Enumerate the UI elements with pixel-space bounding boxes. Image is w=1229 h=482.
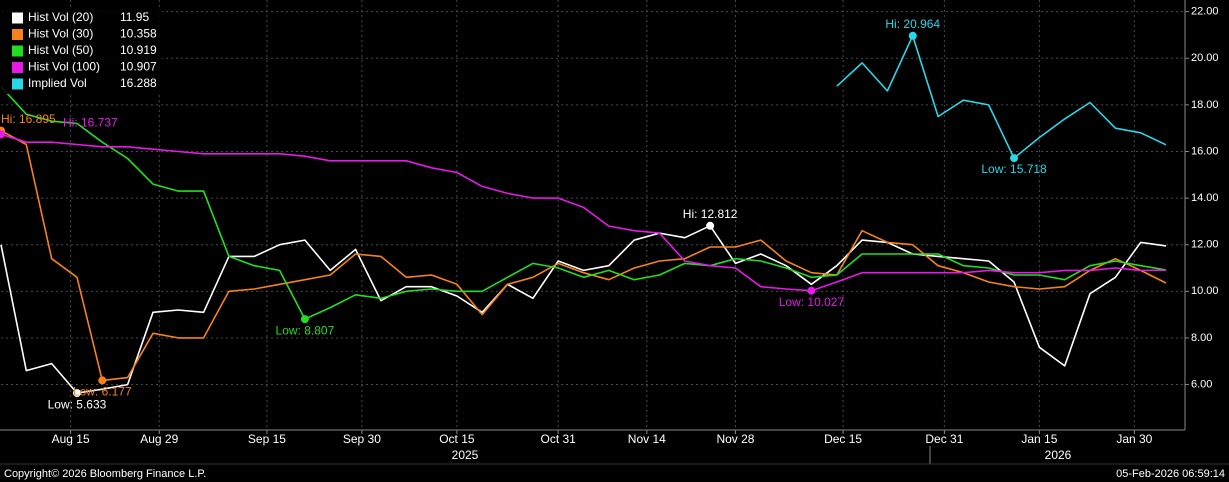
extreme-label: Hi: 16.737 bbox=[63, 115, 118, 129]
x-tick-label: Oct 31 bbox=[540, 432, 576, 446]
extreme-label: Low: 10.027 bbox=[779, 295, 845, 309]
legend-value: 11.95 bbox=[120, 10, 149, 24]
x-tick-label: Nov 14 bbox=[628, 432, 666, 446]
extreme-label: Hi: 16.895 bbox=[1, 112, 56, 126]
legend-name: Hist Vol (100) bbox=[28, 60, 100, 74]
legend-value: 16.288 bbox=[120, 76, 157, 90]
series-line bbox=[0, 86, 1167, 320]
x-tick-label: Sep 15 bbox=[248, 432, 286, 446]
legend-value: 10.358 bbox=[120, 27, 157, 41]
y-tick-label: 18.00 bbox=[1191, 99, 1219, 111]
year-label: 2026 bbox=[1045, 448, 1072, 462]
series-line bbox=[0, 133, 1167, 292]
x-tick-label: Aug 15 bbox=[52, 432, 90, 446]
extreme-marker bbox=[908, 31, 917, 40]
y-tick-label: 14.00 bbox=[1191, 192, 1219, 204]
series-line bbox=[836, 35, 1167, 159]
extreme-marker bbox=[98, 376, 107, 385]
x-tick-label: Sep 30 bbox=[343, 432, 381, 446]
legend-swatch bbox=[12, 45, 23, 57]
extreme-marker bbox=[300, 315, 309, 324]
x-tick-label: Jan 15 bbox=[1021, 432, 1057, 446]
extreme-label: Low: 6.177 bbox=[73, 385, 132, 399]
legend-swatch bbox=[12, 78, 23, 90]
copyright: Copyright© 2026 Bloomberg Finance L.P. bbox=[4, 468, 206, 480]
legend-name: Hist Vol (30) bbox=[28, 27, 93, 41]
x-tick-label: Jan 30 bbox=[1116, 432, 1152, 446]
extreme-marker bbox=[807, 286, 816, 295]
y-tick-label: 22.00 bbox=[1191, 6, 1219, 18]
y-tick-label: 10.00 bbox=[1191, 285, 1219, 297]
year-label: 2025 bbox=[452, 448, 479, 462]
series-line bbox=[0, 129, 1167, 382]
legend-name: Hist Vol (20) bbox=[28, 10, 93, 24]
legend-value: 10.919 bbox=[120, 43, 157, 57]
extreme-label: Hi: 12.812 bbox=[683, 207, 738, 221]
extreme-label: Low: 15.718 bbox=[981, 162, 1047, 176]
timestamp: 05-Feb-2026 06:59:14 bbox=[1116, 468, 1225, 480]
extreme-label: Low: 8.807 bbox=[276, 323, 335, 337]
x-tick-label: Aug 29 bbox=[140, 432, 178, 446]
x-tick-label: Dec 31 bbox=[925, 432, 963, 446]
legend-swatch bbox=[12, 62, 23, 73]
y-tick-label: 20.00 bbox=[1191, 52, 1219, 64]
legend-swatch bbox=[12, 12, 23, 24]
y-tick-label: 12.00 bbox=[1191, 239, 1219, 251]
legend-box bbox=[0, 8, 162, 94]
x-tick-label: Dec 15 bbox=[824, 432, 862, 446]
y-tick-label: 16.00 bbox=[1191, 145, 1219, 157]
extreme-marker bbox=[706, 221, 715, 230]
x-tick-label: Nov 28 bbox=[716, 432, 754, 446]
extreme-marker bbox=[1010, 154, 1019, 163]
y-tick-label: 8.00 bbox=[1191, 332, 1212, 344]
legend-name: Hist Vol (50) bbox=[28, 43, 93, 57]
legend-name: Implied Vol bbox=[28, 76, 87, 90]
extreme-marker bbox=[72, 389, 81, 398]
legend-value: 10.907 bbox=[120, 60, 157, 74]
series-line bbox=[0, 225, 1167, 394]
extreme-label: Low: 5.633 bbox=[48, 397, 107, 411]
y-tick-label: 6.00 bbox=[1191, 378, 1212, 390]
extreme-label: Hi: 20.964 bbox=[885, 17, 940, 31]
x-tick-label: Oct 15 bbox=[439, 432, 475, 446]
extreme-marker bbox=[0, 130, 5, 139]
legend-swatch bbox=[12, 29, 23, 40]
